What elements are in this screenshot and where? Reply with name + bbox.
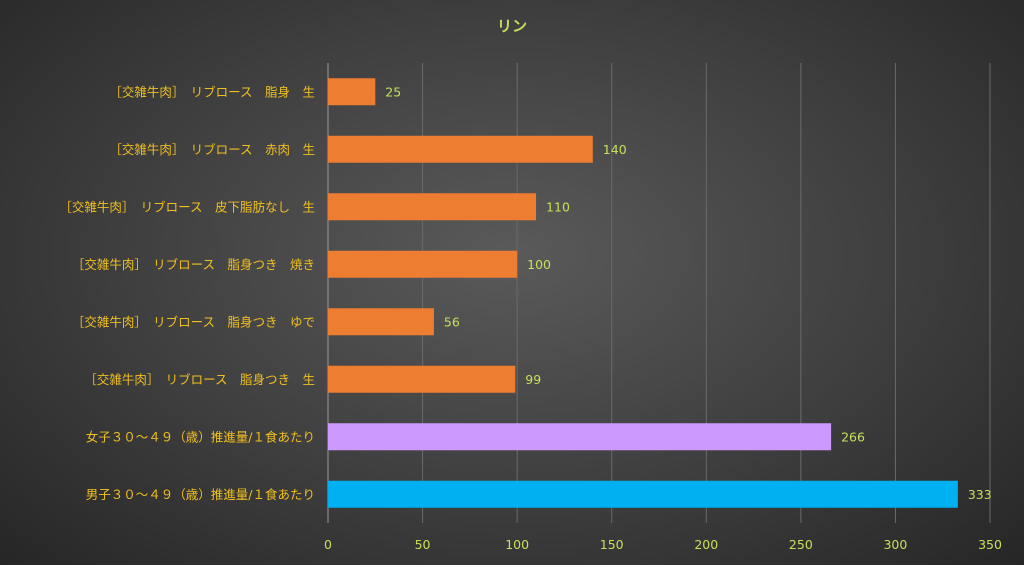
category-labels: ［交雑牛肉］ リブロース 脂身 生 ［交雑牛肉］ リブロース 赤肉 生 ［交雑牛肉］… [59, 84, 315, 502]
bar [328, 193, 537, 221]
category-label: ［交雑牛肉］ リブロース 脂身つき ゆで [72, 314, 315, 329]
bar [328, 250, 518, 278]
data-label: 333 [968, 487, 992, 502]
x-tick-label: 0 [324, 537, 332, 552]
data-labels: 25 140 110 100 56 99 266 333 [385, 84, 991, 502]
data-label: 140 [603, 142, 627, 157]
category-label: ［交雑牛肉］ リブロース 脂身つき 生 [84, 372, 315, 387]
data-label: 100 [527, 257, 551, 272]
x-tick-label: 200 [694, 537, 718, 552]
data-label: 110 [546, 199, 570, 214]
category-label: 男子３０～４９（歳）推進量/１食あたり [86, 487, 315, 502]
gridlines [327, 63, 991, 523]
x-tick-label: 300 [883, 537, 907, 552]
data-label: 25 [385, 84, 401, 99]
bar [328, 135, 593, 163]
chart-title: リン [497, 17, 527, 35]
x-tick-label: 50 [415, 537, 431, 552]
bar [328, 308, 434, 336]
bar [328, 78, 376, 106]
bar [328, 423, 832, 451]
x-tick-labels: 0 50 100 150 200 250 300 350 [324, 537, 1002, 552]
x-tick-label: 150 [600, 537, 624, 552]
bar [328, 365, 516, 393]
category-label: 女子３０～４９（歳）推進量/１食あたり [86, 429, 315, 444]
x-tick-label: 100 [505, 537, 529, 552]
data-label: 99 [525, 372, 541, 387]
bars [328, 78, 958, 508]
category-label: ［交雑牛肉］ リブロース 赤肉 生 [109, 142, 315, 157]
category-label: ［交雑牛肉］ リブロース 皮下脂肪なし 生 [59, 199, 315, 214]
x-tick-label: 350 [978, 537, 1002, 552]
data-label: 266 [841, 429, 865, 444]
bar [328, 480, 958, 508]
data-label: 56 [444, 314, 460, 329]
category-label: ［交雑牛肉］ リブロース 脂身つき 焼き [72, 257, 315, 272]
x-tick-label: 250 [789, 537, 813, 552]
category-label: ［交雑牛肉］ リブロース 脂身 生 [109, 84, 315, 99]
